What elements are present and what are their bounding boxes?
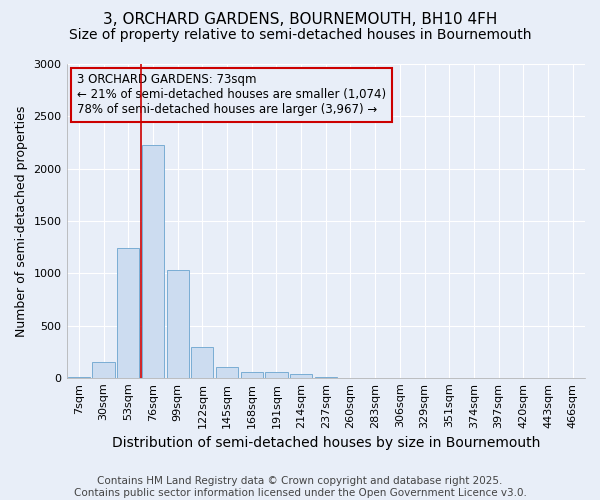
Bar: [290, 374, 312, 378]
Bar: [191, 348, 214, 378]
Bar: [265, 372, 287, 378]
Text: 3 ORCHARD GARDENS: 73sqm
← 21% of semi-detached houses are smaller (1,074)
78% o: 3 ORCHARD GARDENS: 73sqm ← 21% of semi-d…: [77, 74, 386, 116]
Bar: [167, 270, 189, 378]
Bar: [117, 248, 139, 378]
Text: Size of property relative to semi-detached houses in Bournemouth: Size of property relative to semi-detach…: [69, 28, 531, 42]
Bar: [142, 144, 164, 378]
Text: 3, ORCHARD GARDENS, BOURNEMOUTH, BH10 4FH: 3, ORCHARD GARDENS, BOURNEMOUTH, BH10 4F…: [103, 12, 497, 28]
Bar: [92, 362, 115, 378]
Bar: [314, 377, 337, 378]
Bar: [68, 377, 90, 378]
X-axis label: Distribution of semi-detached houses by size in Bournemouth: Distribution of semi-detached houses by …: [112, 436, 540, 450]
Bar: [216, 368, 238, 378]
Bar: [241, 372, 263, 378]
Text: Contains HM Land Registry data © Crown copyright and database right 2025.
Contai: Contains HM Land Registry data © Crown c…: [74, 476, 526, 498]
Y-axis label: Number of semi-detached properties: Number of semi-detached properties: [15, 105, 28, 336]
